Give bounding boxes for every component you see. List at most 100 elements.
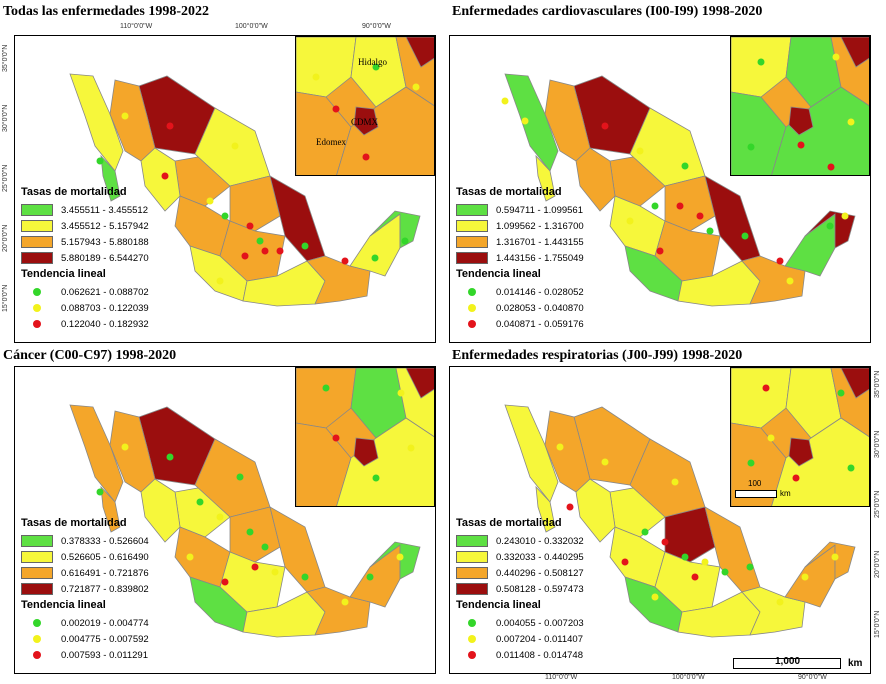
lat-label-right-15: 15°0'0"N bbox=[874, 610, 881, 638]
legend-range-label: 0.002019 - 0.004774 bbox=[61, 617, 149, 629]
legend-mortality-row: 0.616491 - 0.721876 bbox=[21, 565, 149, 581]
trend-point bbox=[741, 232, 749, 240]
state-region bbox=[140, 147, 181, 212]
legend-range-label: 0.028053 - 0.040870 bbox=[496, 302, 584, 314]
trend-point bbox=[681, 162, 689, 170]
trend-point bbox=[626, 217, 634, 225]
state-region bbox=[535, 154, 556, 202]
trend-point bbox=[831, 553, 839, 561]
lat-label-left-20: 20°0'0"N bbox=[2, 224, 9, 252]
legend-trend-row: 0.002019 - 0.004774 bbox=[21, 615, 149, 631]
trend-point bbox=[656, 247, 664, 255]
state-region bbox=[664, 506, 716, 563]
trend-point bbox=[776, 598, 784, 606]
legend-trend-row: 0.088703 - 0.122039 bbox=[21, 300, 149, 316]
trend-point bbox=[261, 247, 269, 255]
state-region bbox=[174, 195, 231, 257]
legend-mortality-title: Tasas de mortalidad bbox=[21, 186, 127, 198]
legend-range-label: 0.007593 - 0.011291 bbox=[61, 649, 148, 661]
legend-swatch bbox=[21, 220, 53, 232]
legend-range-label: 0.040871 - 0.059176 bbox=[496, 318, 584, 330]
legend-range-label: 5.880189 - 6.544270 bbox=[61, 252, 149, 264]
inset-trend-point bbox=[372, 474, 380, 482]
legend-range-label: 1.099562 - 1.316700 bbox=[496, 220, 584, 232]
map-legend: Tasas de mortalidad 0.594711 - 1.099561 1.… bbox=[456, 184, 584, 332]
mexico-map bbox=[504, 404, 856, 638]
legend-swatch bbox=[21, 236, 53, 248]
inset-trend-point bbox=[757, 58, 765, 66]
inset-trend-point bbox=[312, 73, 320, 81]
trend-point bbox=[706, 227, 714, 235]
inset-state-region bbox=[336, 86, 434, 175]
state-region bbox=[229, 175, 281, 232]
state-region bbox=[741, 586, 806, 636]
map-panel-cardiovascular: Tasas de mortalidad 0.594711 - 1.099561 1.… bbox=[449, 35, 871, 343]
legend-trend-title: Tendencia lineal bbox=[456, 599, 541, 611]
trend-point bbox=[241, 252, 249, 260]
inset-map-central-mexico: Hidalgo CDMX Edomex bbox=[295, 36, 435, 176]
inset-trend-point bbox=[747, 143, 755, 151]
legend-mortality-row: 3.455512 - 5.157942 bbox=[21, 218, 149, 234]
inset-trend-point bbox=[847, 118, 855, 126]
legend-mortality-title: Tasas de mortalidad bbox=[456, 517, 562, 529]
state-region bbox=[575, 478, 616, 543]
lat-label-right-25: 25°0'0"N bbox=[874, 490, 881, 518]
trend-point bbox=[221, 212, 229, 220]
inset-state-region bbox=[353, 437, 379, 467]
inset-trend-point bbox=[407, 444, 415, 452]
lon-label-top-90: 90°0'0"W bbox=[362, 23, 391, 30]
trend-point bbox=[236, 473, 244, 481]
inset-state-region bbox=[840, 368, 869, 399]
lat-label-left-35: 35°0'0"N bbox=[2, 44, 9, 72]
lat-label-left-30: 30°0'0"N bbox=[2, 104, 9, 132]
legend-dot bbox=[468, 320, 476, 328]
trend-point bbox=[221, 578, 229, 586]
legend-trend-row: 0.040871 - 0.059176 bbox=[456, 316, 584, 332]
inset-state-region bbox=[405, 368, 434, 399]
inset-state-region bbox=[296, 37, 357, 98]
lon-label-bottom-90: 90°0'0"W bbox=[798, 674, 827, 681]
legend-swatch bbox=[456, 204, 488, 216]
legend-trend-title: Tendencia lineal bbox=[21, 268, 106, 280]
legend-mortality-row: 1.099562 - 1.316700 bbox=[456, 218, 584, 234]
legend-mortality-title: Tasas de mortalidad bbox=[21, 517, 127, 529]
state-region bbox=[804, 541, 856, 580]
legend-swatch bbox=[21, 567, 53, 579]
legend-mortality-row: 0.526605 - 0.616490 bbox=[21, 549, 149, 565]
legend-dot bbox=[33, 635, 41, 643]
legend-dot bbox=[468, 619, 476, 627]
inset-scale-unit: km bbox=[780, 489, 791, 498]
inset-state-region bbox=[788, 106, 814, 136]
legend-trend-row: 0.004055 - 0.007203 bbox=[456, 615, 584, 631]
state-region bbox=[69, 404, 124, 503]
state-region bbox=[609, 526, 666, 588]
legend-mortality-row: 0.440296 - 0.508127 bbox=[456, 565, 584, 581]
inset-state-label: CDMX bbox=[351, 117, 379, 127]
legend-swatch bbox=[21, 551, 53, 563]
legend-swatch bbox=[456, 252, 488, 264]
inset-trend-point bbox=[397, 389, 405, 397]
state-region bbox=[140, 478, 181, 543]
trend-point bbox=[341, 598, 349, 606]
legend-swatch bbox=[21, 252, 53, 264]
legend-dot bbox=[468, 635, 476, 643]
legend-swatch bbox=[21, 583, 53, 595]
trend-point bbox=[601, 122, 609, 130]
legend-mortality-row: 5.157943 - 5.880188 bbox=[21, 234, 149, 250]
legend-mortality-row: 0.378333 - 0.526604 bbox=[21, 533, 149, 549]
legend-trend-row: 0.062621 - 0.088702 bbox=[21, 284, 149, 300]
inset-state-region bbox=[788, 437, 814, 467]
trend-point bbox=[186, 553, 194, 561]
inset-state-region bbox=[405, 37, 434, 68]
legend-trend-title: Tendencia lineal bbox=[21, 599, 106, 611]
state-region bbox=[306, 586, 371, 636]
inset-state-region bbox=[731, 368, 792, 429]
trend-point bbox=[166, 122, 174, 130]
map-legend: Tasas de mortalidad 0.378333 - 0.526604 0.… bbox=[21, 515, 149, 663]
legend-range-label: 0.004055 - 0.007203 bbox=[496, 617, 584, 629]
state-region bbox=[741, 255, 806, 305]
legend-trend-row: 0.028053 - 0.040870 bbox=[456, 300, 584, 316]
state-region bbox=[69, 73, 124, 172]
inset-state-region bbox=[336, 417, 434, 506]
inset-trend-point bbox=[747, 459, 755, 467]
